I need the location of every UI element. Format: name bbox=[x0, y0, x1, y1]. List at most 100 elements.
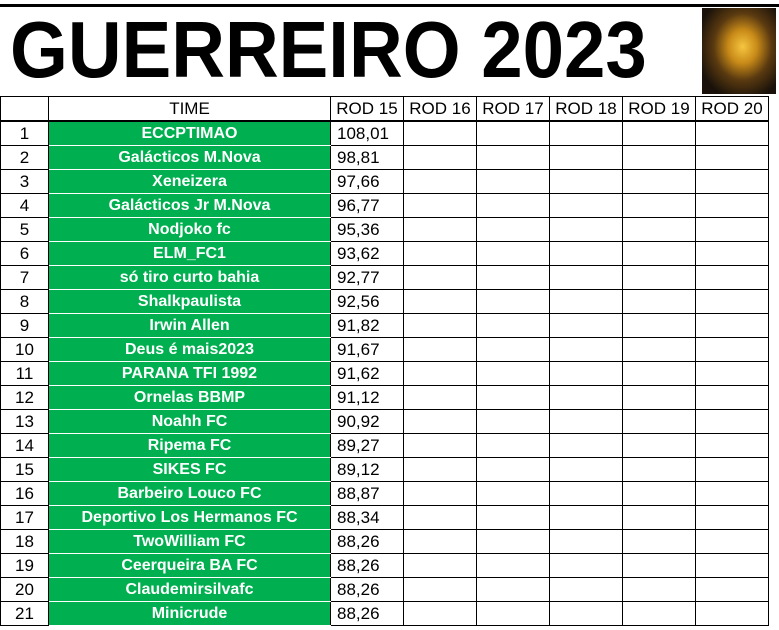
rod20-cell[interactable] bbox=[695, 601, 769, 626]
rod16-cell[interactable] bbox=[403, 577, 477, 602]
team-cell[interactable]: PARANA TFI 1992 bbox=[48, 361, 331, 386]
rod16-cell[interactable] bbox=[403, 529, 477, 554]
rod15-cell[interactable]: 88,26 bbox=[330, 601, 404, 626]
rod19-cell[interactable] bbox=[622, 481, 696, 506]
team-cell[interactable]: SIKES FC bbox=[48, 457, 331, 482]
rod19-cell[interactable] bbox=[622, 313, 696, 338]
rod19-cell[interactable] bbox=[622, 553, 696, 578]
header-time[interactable]: TIME bbox=[48, 96, 331, 122]
rod16-cell[interactable] bbox=[403, 193, 477, 218]
rod19-cell[interactable] bbox=[622, 529, 696, 554]
rod15-cell[interactable]: 89,27 bbox=[330, 433, 404, 458]
position-cell[interactable]: 3 bbox=[0, 169, 49, 194]
rod20-cell[interactable] bbox=[695, 337, 769, 362]
rod16-cell[interactable] bbox=[403, 409, 477, 434]
rod20-cell[interactable] bbox=[695, 217, 769, 242]
team-cell[interactable]: Deportivo Los Hermanos FC bbox=[48, 505, 331, 530]
header-rod16[interactable]: ROD 16 bbox=[403, 96, 477, 122]
rod19-cell[interactable] bbox=[622, 217, 696, 242]
position-cell[interactable]: 15 bbox=[0, 457, 49, 482]
rod17-cell[interactable] bbox=[476, 289, 550, 314]
rod16-cell[interactable] bbox=[403, 601, 477, 626]
position-cell[interactable]: 18 bbox=[0, 529, 49, 554]
rod17-cell[interactable] bbox=[476, 193, 550, 218]
rod16-cell[interactable] bbox=[403, 433, 477, 458]
rod16-cell[interactable] bbox=[403, 313, 477, 338]
rod15-cell[interactable]: 90,92 bbox=[330, 409, 404, 434]
rod19-cell[interactable] bbox=[622, 505, 696, 530]
rod20-cell[interactable] bbox=[695, 481, 769, 506]
position-cell[interactable]: 1 bbox=[0, 120, 49, 146]
position-cell[interactable]: 7 bbox=[0, 265, 49, 290]
header-rod19[interactable]: ROD 19 bbox=[622, 96, 696, 122]
rod16-cell[interactable] bbox=[403, 505, 477, 530]
rod17-cell[interactable] bbox=[476, 457, 550, 482]
rod18-cell[interactable] bbox=[549, 409, 623, 434]
rod15-cell[interactable]: 88,26 bbox=[330, 577, 404, 602]
team-cell[interactable]: Irwin Allen bbox=[48, 313, 331, 338]
position-cell[interactable]: 8 bbox=[0, 289, 49, 314]
team-cell[interactable]: ECCPTIMAO bbox=[48, 120, 331, 146]
team-cell[interactable]: Ceerqueira BA FC bbox=[48, 553, 331, 578]
position-cell[interactable]: 16 bbox=[0, 481, 49, 506]
rod17-cell[interactable] bbox=[476, 577, 550, 602]
team-cell[interactable]: Noahh FC bbox=[48, 409, 331, 434]
rod19-cell[interactable] bbox=[622, 385, 696, 410]
rod20-cell[interactable] bbox=[695, 409, 769, 434]
position-cell[interactable]: 14 bbox=[0, 433, 49, 458]
rod17-cell[interactable] bbox=[476, 241, 550, 266]
position-cell[interactable]: 10 bbox=[0, 337, 49, 362]
rod17-cell[interactable] bbox=[476, 313, 550, 338]
team-cell[interactable]: Ripema FC bbox=[48, 433, 331, 458]
rod20-cell[interactable] bbox=[695, 433, 769, 458]
rod18-cell[interactable] bbox=[549, 193, 623, 218]
rod20-cell[interactable] bbox=[695, 193, 769, 218]
rod20-cell[interactable] bbox=[695, 385, 769, 410]
rod19-cell[interactable] bbox=[622, 145, 696, 170]
rod18-cell[interactable] bbox=[549, 241, 623, 266]
header-rod18[interactable]: ROD 18 bbox=[549, 96, 623, 122]
rod18-cell[interactable] bbox=[549, 289, 623, 314]
rod15-cell[interactable]: 91,12 bbox=[330, 385, 404, 410]
team-cell[interactable]: Deus é mais2023 bbox=[48, 337, 331, 362]
rod15-cell[interactable]: 91,62 bbox=[330, 361, 404, 386]
rod16-cell[interactable] bbox=[403, 145, 477, 170]
rod18-cell[interactable] bbox=[549, 601, 623, 626]
rod17-cell[interactable] bbox=[476, 120, 550, 146]
position-cell[interactable]: 13 bbox=[0, 409, 49, 434]
rod18-cell[interactable] bbox=[549, 169, 623, 194]
rod19-cell[interactable] bbox=[622, 289, 696, 314]
header-position[interactable] bbox=[0, 96, 49, 122]
team-cell[interactable]: Galácticos M.Nova bbox=[48, 145, 331, 170]
rod15-cell[interactable]: 88,34 bbox=[330, 505, 404, 530]
rod20-cell[interactable] bbox=[695, 120, 769, 146]
rod15-cell[interactable]: 98,81 bbox=[330, 145, 404, 170]
position-cell[interactable]: 19 bbox=[0, 553, 49, 578]
rod16-cell[interactable] bbox=[403, 289, 477, 314]
team-cell[interactable]: Nodjoko fc bbox=[48, 217, 331, 242]
rod18-cell[interactable] bbox=[549, 361, 623, 386]
rod20-cell[interactable] bbox=[695, 241, 769, 266]
rod18-cell[interactable] bbox=[549, 505, 623, 530]
rod16-cell[interactable] bbox=[403, 120, 477, 146]
team-cell[interactable]: Shalkpaulista bbox=[48, 289, 331, 314]
position-cell[interactable]: 6 bbox=[0, 241, 49, 266]
rod18-cell[interactable] bbox=[549, 145, 623, 170]
position-cell[interactable]: 5 bbox=[0, 217, 49, 242]
rod17-cell[interactable] bbox=[476, 505, 550, 530]
rod18-cell[interactable] bbox=[549, 313, 623, 338]
rod15-cell[interactable]: 88,26 bbox=[330, 529, 404, 554]
header-rod15[interactable]: ROD 15 bbox=[330, 96, 404, 122]
rod16-cell[interactable] bbox=[403, 553, 477, 578]
team-cell[interactable]: Claudemirsilvafc bbox=[48, 577, 331, 602]
rod16-cell[interactable] bbox=[403, 265, 477, 290]
rod17-cell[interactable] bbox=[476, 217, 550, 242]
position-cell[interactable]: 20 bbox=[0, 577, 49, 602]
rod16-cell[interactable] bbox=[403, 169, 477, 194]
rod17-cell[interactable] bbox=[476, 145, 550, 170]
team-cell[interactable]: Barbeiro Louco FC bbox=[48, 481, 331, 506]
rod19-cell[interactable] bbox=[622, 601, 696, 626]
rod20-cell[interactable] bbox=[695, 289, 769, 314]
rod18-cell[interactable] bbox=[549, 481, 623, 506]
rod17-cell[interactable] bbox=[476, 481, 550, 506]
